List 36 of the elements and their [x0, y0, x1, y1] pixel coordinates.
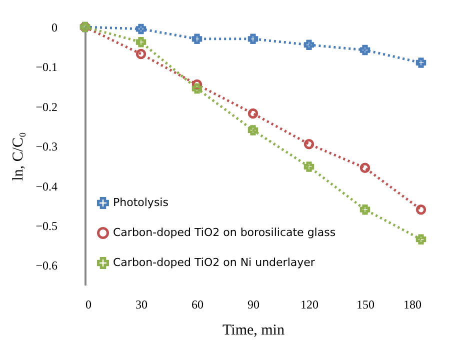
x-tick-label: 180 — [404, 298, 422, 312]
point — [360, 44, 370, 56]
legend-label: Carbon-doped TiO2 on Ni underlayer — [113, 256, 316, 269]
x-tick-label: 30 — [136, 298, 148, 312]
y-tick-label: −0.4 — [36, 179, 58, 194]
legend-label: Carbon-doped TiO2 on borosilicate glass — [113, 226, 336, 239]
point — [136, 24, 146, 34]
point — [248, 108, 258, 119]
point — [360, 162, 370, 174]
point — [248, 34, 258, 44]
y-tick-label: −0.1 — [36, 60, 58, 74]
point — [304, 40, 314, 50]
y-tick-label: 0 — [52, 20, 58, 34]
y-tick-label: −0.3 — [36, 140, 58, 154]
x-tick-label: 120 — [300, 298, 318, 312]
x-tick-label: 90 — [248, 298, 260, 312]
x-tick-label: 60 — [192, 298, 204, 312]
point — [304, 162, 314, 172]
point — [136, 36, 146, 48]
point — [192, 83, 202, 94]
y-tick-label: −0.2 — [36, 100, 58, 114]
point — [304, 138, 314, 150]
point — [248, 125, 258, 136]
point — [416, 204, 426, 215]
x-tick-label: 0 — [86, 298, 92, 312]
point — [360, 204, 370, 215]
y-axis-title: ln, C/C₀ — [10, 132, 27, 181]
legend-label: Photolysis — [113, 196, 169, 209]
point — [416, 58, 426, 68]
point — [416, 234, 426, 244]
x-axis-title: Time, min — [222, 322, 285, 338]
x-tick-label: 150 — [356, 298, 374, 312]
y-tick-label: −0.6 — [36, 258, 58, 273]
point — [192, 34, 202, 44]
point — [136, 48, 146, 60]
y-tick-label: −0.5 — [36, 218, 58, 233]
